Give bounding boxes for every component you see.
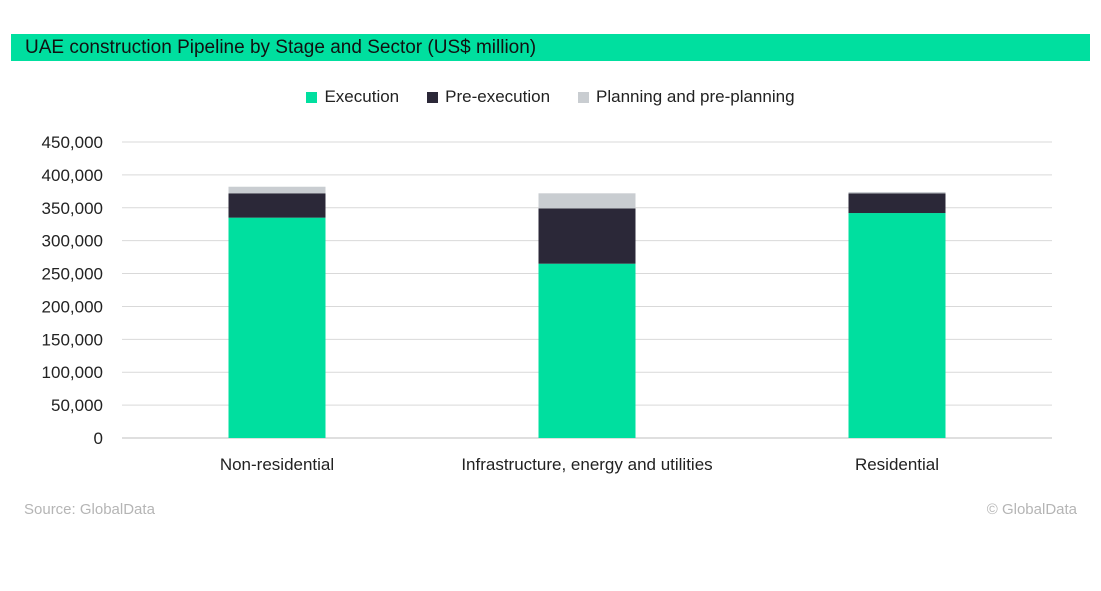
y-tick-label: 300,000 [42, 232, 103, 251]
x-tick-label: Non-residential [220, 455, 334, 474]
bar-execution-2 [848, 213, 946, 438]
legend: Execution Pre-execution Planning and pre… [0, 87, 1101, 107]
bar-planning-and-pre-planning-1 [538, 193, 636, 209]
y-tick-label: 400,000 [42, 166, 103, 185]
legend-swatch-pre-execution [427, 91, 439, 103]
y-tick-label: 250,000 [42, 265, 103, 284]
bar-pre-execution-2 [848, 193, 946, 214]
y-tick-label: 450,000 [42, 133, 103, 152]
bar-execution-0 [228, 217, 326, 438]
title-bar: UAE construction Pipeline by Stage and S… [11, 34, 1090, 61]
y-tick-label: 350,000 [42, 199, 103, 218]
legend-label-pre-execution: Pre-execution [445, 87, 551, 106]
chart-title: UAE construction Pipeline by Stage and S… [25, 37, 537, 58]
legend-item-planning: Planning and pre-planning [578, 87, 795, 107]
y-tick-label: 150,000 [42, 330, 103, 349]
legend-swatch-execution [306, 91, 318, 103]
y-tick-label: 50,000 [51, 396, 103, 415]
bar-planning-and-pre-planning-0 [228, 186, 326, 194]
legend-item-pre-execution: Pre-execution [427, 87, 550, 107]
bar-pre-execution-0 [228, 193, 326, 218]
legend-label-execution: Execution [324, 87, 400, 106]
y-tick-label: 100,000 [42, 363, 103, 382]
bar-pre-execution-1 [538, 208, 636, 264]
y-tick-label: 0 [94, 429, 103, 448]
bar-planning-and-pre-planning-2 [848, 191, 946, 194]
y-tick-label: 200,000 [42, 297, 103, 316]
bar-execution-1 [538, 263, 636, 438]
x-tick-label: Infrastructure, energy and utilities [461, 455, 712, 474]
x-tick-label: Residential [855, 455, 939, 474]
legend-item-execution: Execution [306, 87, 399, 107]
legend-label-planning: Planning and pre-planning [596, 87, 795, 106]
source-note: Source: GlobalData [24, 501, 155, 518]
copyright-note: © GlobalData [986, 501, 1077, 518]
legend-swatch-planning [578, 91, 590, 103]
